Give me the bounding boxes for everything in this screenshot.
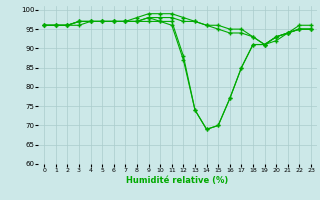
X-axis label: Humidité relative (%): Humidité relative (%)	[126, 176, 229, 185]
